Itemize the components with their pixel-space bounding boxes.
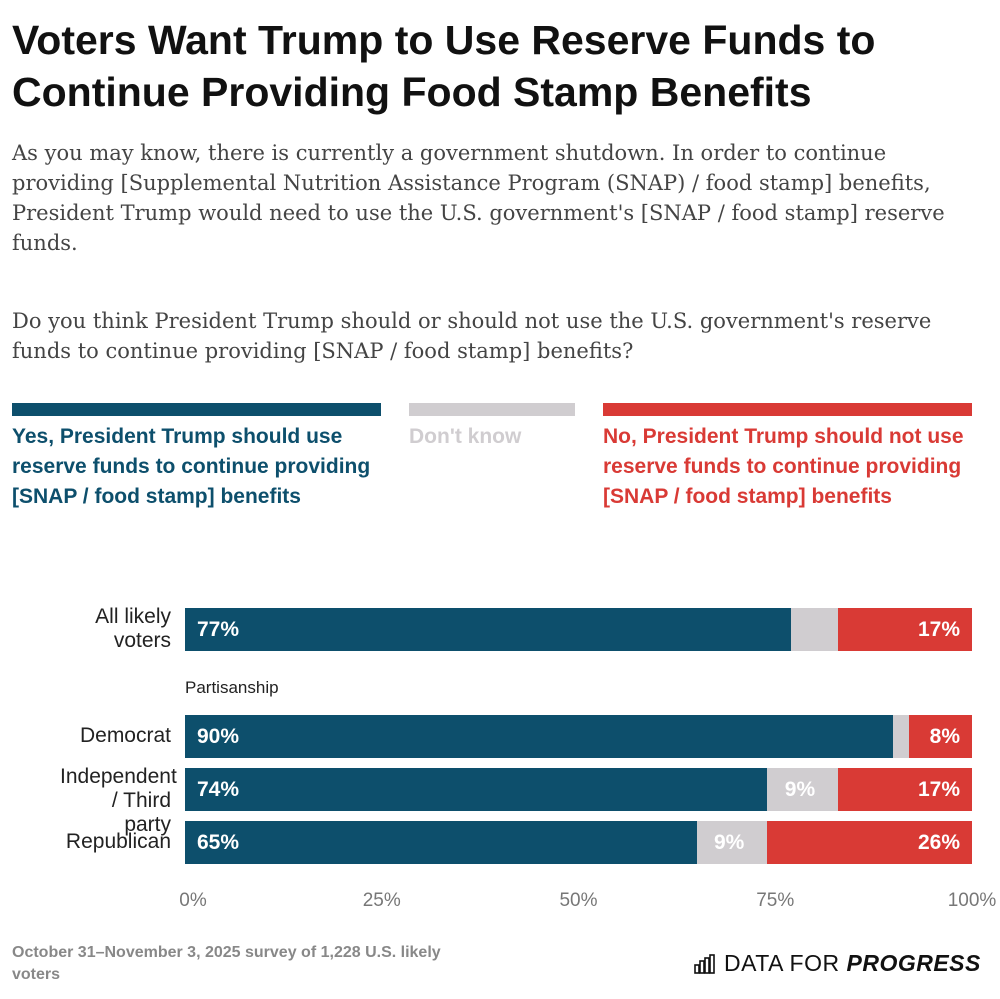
row-label: Independent / Third party (60, 765, 177, 836)
value-label: 65% (197, 831, 240, 854)
bar-segment (838, 608, 972, 651)
chart-subtitle-context: As you may know, there is currently a go… (12, 141, 945, 255)
legend-label-dont-know: Don't know (409, 425, 522, 448)
row-label: All likely voters (95, 605, 171, 652)
bar-segment (838, 768, 972, 811)
row-label: Democrat (79, 724, 171, 747)
x-tick-label: 100% (947, 890, 997, 911)
legend-label-no: No, President Trump should not use reser… (603, 425, 964, 508)
footnote: October 31–November 3, 2025 survey of 1,… (12, 944, 441, 983)
value-label: 17% (917, 618, 960, 641)
value-label: 26% (917, 831, 960, 854)
group-label-partisanship: Partisanship (185, 678, 279, 697)
x-tick-label: 25% (362, 890, 401, 911)
value-label: 90% (197, 725, 240, 748)
legend-swatch-no (603, 403, 972, 416)
value-label: 17% (917, 778, 960, 801)
bar-segment (185, 715, 894, 758)
chart-subtitle-question: Do you think President Trump should or s… (12, 309, 932, 363)
row-label: Republican (65, 830, 171, 853)
x-tick-label: 75% (756, 890, 795, 911)
bar-chart-icon (694, 953, 715, 974)
value-label: 9% (713, 831, 745, 854)
bar-segment (893, 715, 910, 758)
value-label: 9% (784, 778, 816, 801)
bar-segment (696, 821, 768, 864)
logo-text-light: DATA FOR (724, 950, 840, 976)
value-label: 8% (929, 725, 960, 748)
logo-text-bold: PROGRESS (846, 950, 981, 976)
chart-title: Voters Want Trump to Use Reserve Funds t… (12, 17, 876, 115)
value-label: 74% (197, 778, 240, 801)
value-label: 77% (197, 618, 240, 641)
data-for-progress-logo: DATA FOR PROGRESS (694, 950, 981, 977)
bar-segment (909, 715, 972, 758)
bar-segment (185, 821, 697, 864)
legend-swatch-yes (12, 403, 381, 416)
x-tick-label: 0% (179, 890, 207, 911)
bar-segment (790, 608, 839, 651)
bar-segment (767, 821, 972, 864)
legend-swatch-dont-know (409, 403, 575, 416)
bar-segment (767, 768, 839, 811)
x-tick-label: 50% (559, 890, 598, 911)
bar-segment (185, 768, 768, 811)
bar-segment (185, 608, 791, 651)
legend-label-yes: Yes, President Trump should use reserve … (12, 425, 371, 508)
